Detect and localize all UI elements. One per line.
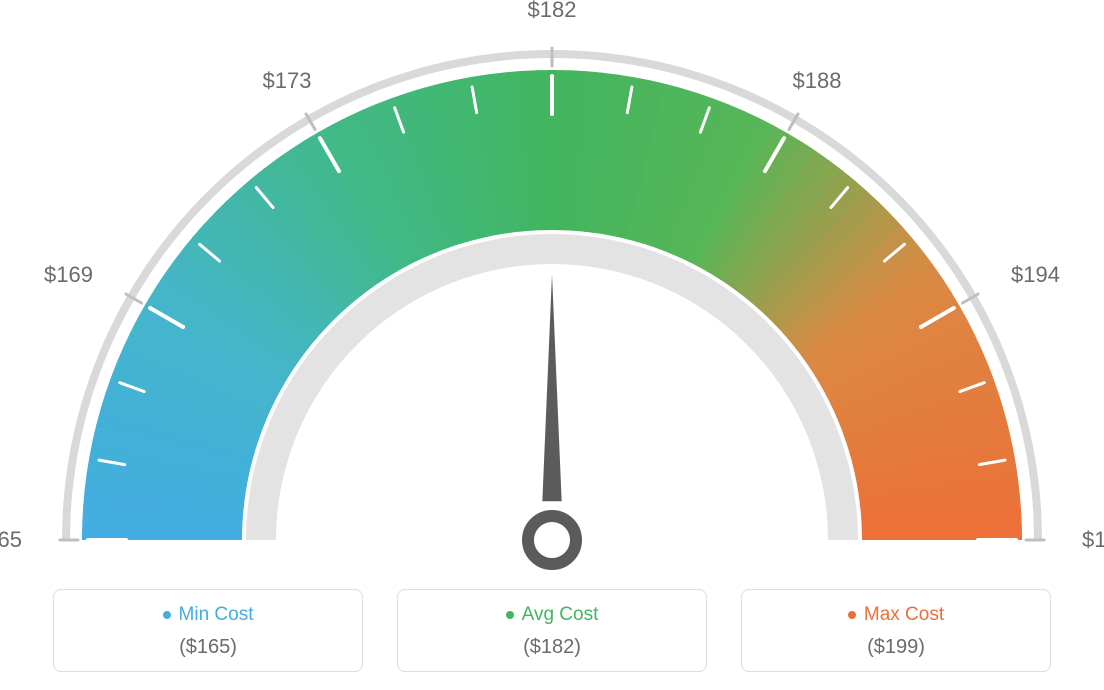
gauge-tick-label: $173 bbox=[263, 68, 312, 94]
gauge-needle bbox=[542, 274, 561, 501]
gauge-tick-label: $194 bbox=[1011, 262, 1060, 288]
gauge-svg bbox=[52, 20, 1052, 590]
legend-row: Min Cost ($165) Avg Cost ($182) Max Cost… bbox=[0, 589, 1104, 672]
legend-title-min: Min Cost bbox=[163, 604, 254, 626]
gauge-tick-label: $169 bbox=[44, 262, 93, 288]
gauge-tick-label: $188 bbox=[793, 68, 842, 94]
gauge-tick-label: $182 bbox=[528, 0, 577, 23]
legend-label-max: Max Cost bbox=[864, 604, 944, 626]
legend-title-max: Max Cost bbox=[848, 604, 944, 626]
legend-card-min: Min Cost ($165) bbox=[53, 589, 363, 672]
gauge-chart: $165 $169 $173 $182 $188 $194 $199 bbox=[0, 0, 1104, 570]
legend-value-min: ($165) bbox=[64, 636, 352, 659]
legend-dot-min bbox=[163, 611, 171, 619]
legend-label-avg: Avg Cost bbox=[522, 604, 599, 626]
legend-label-min: Min Cost bbox=[179, 604, 254, 626]
legend-value-max: ($199) bbox=[752, 636, 1040, 659]
legend-dot-avg bbox=[506, 611, 514, 619]
legend-dot-max bbox=[848, 611, 856, 619]
legend-card-max: Max Cost ($199) bbox=[741, 589, 1051, 672]
legend-card-avg: Avg Cost ($182) bbox=[397, 589, 707, 672]
legend-title-avg: Avg Cost bbox=[506, 604, 599, 626]
legend-value-avg: ($182) bbox=[408, 636, 696, 659]
gauge-hub bbox=[528, 516, 576, 564]
gauge-tick-label: $165 bbox=[0, 527, 22, 553]
gauge-tick-label: $199 bbox=[1082, 527, 1104, 553]
